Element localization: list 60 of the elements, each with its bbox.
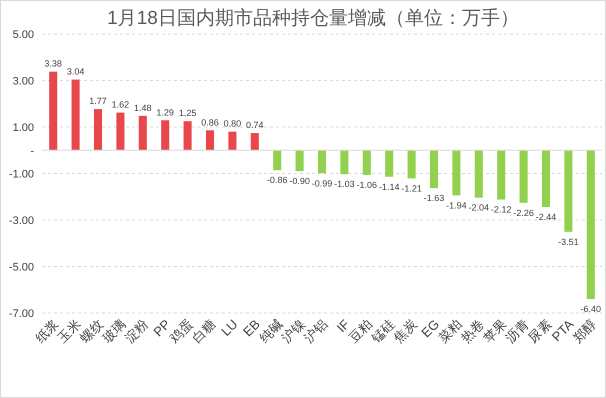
data-label: 0.86: [201, 117, 219, 128]
data-label: 1.48: [134, 102, 152, 113]
bar: [206, 130, 214, 150]
bar: [542, 150, 550, 207]
bar: [49, 72, 58, 150]
bar: [94, 109, 102, 150]
bar: [408, 150, 416, 178]
data-label: 0.74: [246, 120, 264, 130]
bar: [116, 112, 124, 150]
data-label: -1.94: [446, 200, 467, 210]
y-tick-label: -5.00: [8, 262, 34, 274]
bar: [184, 121, 192, 150]
bar: [520, 150, 528, 203]
bar: [385, 150, 394, 177]
bar: [250, 133, 259, 150]
bar: [474, 150, 483, 198]
y-tick-label: 1.00: [12, 122, 34, 134]
bar: [430, 150, 438, 188]
data-label: -0.99: [312, 178, 332, 188]
data-label: 1.62: [112, 100, 130, 110]
bar: [564, 150, 572, 232]
y-tick-label: 5.00: [12, 29, 34, 41]
bar: [296, 150, 304, 172]
data-label: -1.03: [334, 179, 355, 190]
data-label: 3.38: [44, 58, 62, 69]
bar: [340, 150, 348, 174]
data-label: -0.86: [266, 175, 288, 186]
y-tick-label: -1.00: [8, 168, 34, 180]
data-label: -6.40: [580, 304, 602, 314]
data-label: -1.21: [401, 183, 422, 194]
x-tick-label: LU: [218, 316, 241, 339]
data-label: -1.06: [356, 180, 378, 190]
data-label: -1.14: [378, 182, 400, 192]
bar: [273, 150, 282, 170]
data-label: -2.26: [513, 208, 534, 218]
chart-title: 1月18日国内期市品种持仓量增减（单位：万手）: [107, 7, 519, 29]
bar: [497, 150, 506, 200]
bar: [161, 120, 170, 150]
data-label: 1.77: [89, 96, 107, 106]
data-label: -1.63: [424, 193, 444, 204]
data-label: 0.80: [224, 118, 242, 129]
bar: [228, 132, 236, 150]
y-tick-label: -7.00: [8, 308, 34, 320]
bar: [72, 80, 80, 150]
y-tick-label: -: [30, 145, 34, 158]
data-label: 1.29: [156, 107, 174, 118]
data-label: 3.04: [66, 66, 84, 77]
data-label: -0.90: [289, 176, 310, 186]
data-label: -2.12: [490, 204, 512, 215]
bar: [138, 116, 147, 150]
bar: [452, 150, 460, 196]
bar: [586, 150, 595, 300]
bar: [362, 150, 371, 175]
data-label: -2.44: [536, 212, 556, 222]
y-tick-label: 3.00: [12, 76, 34, 88]
data-label: -3.51: [558, 236, 579, 247]
data-label: 1.25: [178, 108, 196, 118]
bar: [318, 150, 326, 174]
data-label: -2.04: [468, 202, 490, 213]
y-tick-label: -3.00: [8, 215, 34, 227]
